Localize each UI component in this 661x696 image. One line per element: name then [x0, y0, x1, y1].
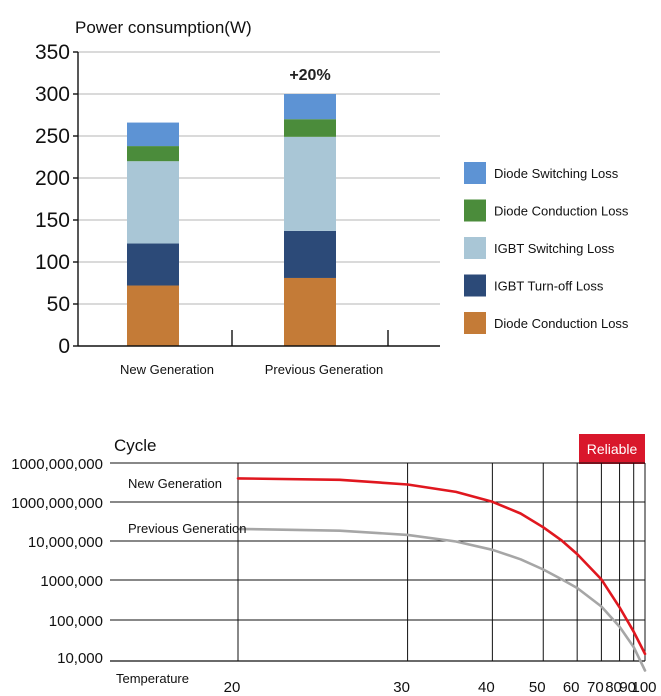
legend-swatch — [464, 312, 486, 334]
bar-chart-y-ticks: 0 50 100 150 200 250 300 350 — [35, 41, 78, 358]
line-chart-series: New Generation Previous Generation — [128, 476, 647, 672]
line-x-tick-label: 80 — [605, 679, 622, 696]
line-chart-y-ticks: 10,000 100,000 1000,000 10,000,000 1000,000,… — [11, 456, 103, 667]
legend-label: IGBT Turn-off Loss — [494, 279, 604, 294]
line-x-tick-label: 90 — [619, 679, 636, 696]
line-x-tick-label: 60 — [563, 679, 580, 696]
line-x-tick-label: 30 — [393, 679, 410, 696]
legend-swatch — [464, 162, 486, 184]
line-chart-x-axis-label: Temperature — [116, 671, 189, 686]
bar-y-tick-label: 150 — [35, 209, 70, 232]
line-series-label: New Generation — [128, 476, 222, 491]
bar-y-tick-label: 250 — [35, 125, 70, 148]
legend-swatch — [464, 199, 486, 222]
line-x-tick-label: 100 — [631, 679, 656, 696]
bar-chart-bars — [127, 94, 336, 346]
line-y-tick-label: 10,000,000 — [28, 534, 103, 551]
bar-segment — [284, 277, 336, 346]
bar-category-label: New Generation — [120, 362, 214, 377]
line-x-tick-label: 40 — [478, 679, 495, 696]
line-series-path — [236, 477, 647, 656]
line-chart-title: Cycle — [114, 436, 157, 455]
bar-segment — [127, 285, 179, 346]
bar-category-label: Previous Generation — [265, 362, 384, 377]
legend-swatch — [464, 274, 486, 297]
bar-segment — [127, 161, 179, 244]
reliable-badge — [579, 434, 645, 464]
power-consumption-chart: Power consumption(W) 0 50 100 150 200 250 300 3… — [35, 18, 629, 377]
line-y-tick-label: 10,000 — [57, 650, 103, 667]
bar-segment — [284, 136, 336, 231]
bar-y-tick-label: 0 — [58, 335, 70, 358]
legend-label: Diode Conduction Loss — [494, 204, 629, 219]
legend-label: Diode Switching Loss — [494, 166, 619, 181]
bar-segment — [284, 94, 336, 120]
cycle-chart: Cycle Reliable 10,000100,0001000,00010,0… — [11, 434, 657, 696]
bar-chart-annotation: +20% — [289, 67, 330, 84]
line-y-tick-label: 1000,000,000 — [11, 456, 103, 473]
line-y-tick-label: 1000,000,000 — [11, 495, 103, 512]
bar-segment — [284, 230, 336, 278]
line-x-tick-label: 50 — [529, 679, 546, 696]
bar-chart-category-labels: New Generation Previous Generation — [120, 362, 383, 377]
bar-chart-x-ticks — [231, 330, 389, 346]
bar-y-tick-label: 50 — [47, 293, 70, 316]
line-series-label: Previous Generation — [128, 521, 247, 536]
bar-y-tick-label: 100 — [35, 251, 70, 274]
bar-chart-title: Power consumption(W) — [75, 18, 252, 37]
legend-label: IGBT Switching Loss — [494, 241, 615, 256]
line-y-tick-label: 100,000 — [49, 613, 103, 630]
bar-segment — [284, 119, 336, 137]
bar-y-tick-label: 300 — [35, 83, 70, 106]
bar-y-tick-label: 200 — [35, 167, 70, 190]
line-x-tick-label: 70 — [587, 679, 604, 696]
bar-segment — [127, 243, 179, 286]
line-series-path — [236, 527, 647, 672]
reliable-badge-label: Reliable — [587, 441, 638, 457]
line-y-tick-label: 1000,000 — [40, 573, 103, 590]
legend-swatch — [464, 237, 486, 259]
bar-y-tick-label: 350 — [35, 41, 70, 64]
bar-segment — [127, 122, 179, 147]
bar-chart-legend: Diode Switching Loss Diode Conduction Los… — [464, 162, 629, 334]
bar-segment — [127, 146, 179, 162]
line-chart-gridlines — [110, 462, 646, 662]
line-x-tick-label: 20 — [224, 679, 241, 696]
legend-label: Diode Conduction Loss — [494, 316, 629, 331]
